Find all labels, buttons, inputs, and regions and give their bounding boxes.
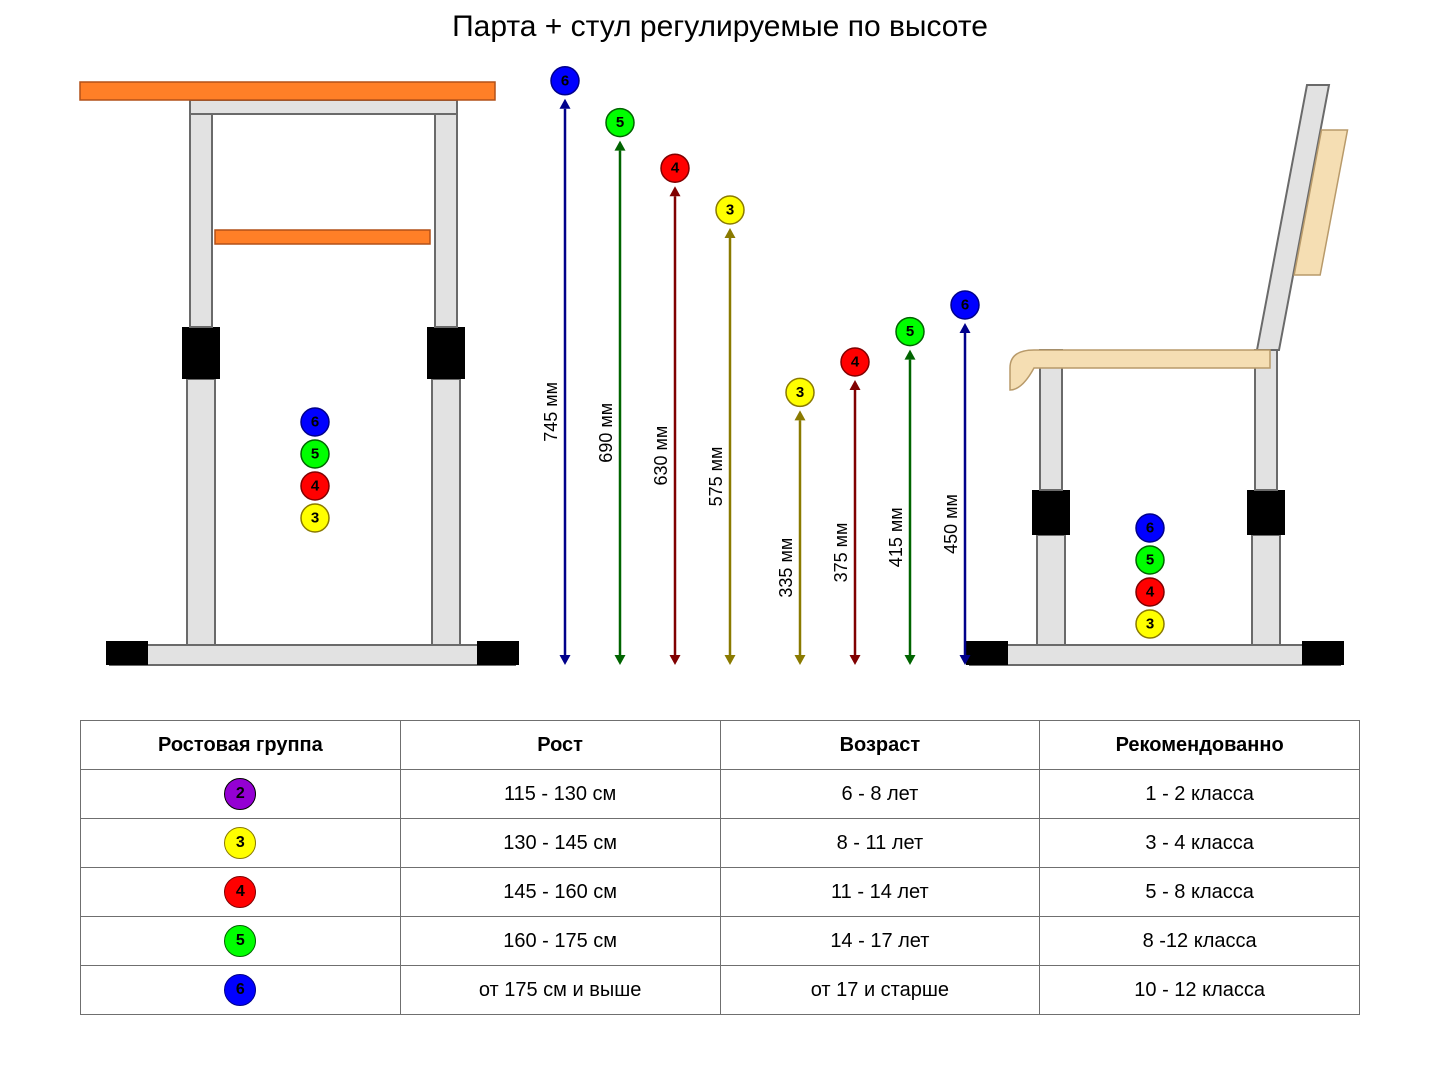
cell-rec: 3 - 4 класса xyxy=(1040,819,1360,868)
group-circle-2-icon: 2 xyxy=(224,778,256,810)
diagram-region: 6 5 4 3 6 5 4 3 6 745 мм 5 690 мм 4 630 мм 3 575 мм 3 335… xyxy=(60,50,1380,690)
cell-height: от 175 см и выше xyxy=(400,966,720,1015)
size-table-region: Ростовая группа Рост Возраст Рекомендова… xyxy=(80,720,1360,1015)
cell-group: 3 xyxy=(81,819,401,868)
svg-text:3: 3 xyxy=(311,510,319,527)
svg-text:4: 4 xyxy=(311,478,320,495)
svg-text:745 мм: 745 мм xyxy=(541,382,561,442)
table-row: 5 160 - 175 см14 - 17 лет8 -12 класса xyxy=(81,917,1360,966)
svg-text:5: 5 xyxy=(906,323,914,340)
svg-text:575 мм: 575 мм xyxy=(706,447,726,507)
chair-height-arrows: 3 335 мм 4 375 мм 5 415 мм 6 450 мм xyxy=(776,291,979,665)
svg-text:3: 3 xyxy=(1146,616,1154,633)
svg-text:6: 6 xyxy=(961,297,969,314)
table-row: 4 145 - 160 см11 - 14 лет5 - 8 класса xyxy=(81,868,1360,917)
desk-diagram: 6 5 4 3 xyxy=(80,82,519,665)
cell-group: 6 xyxy=(81,966,401,1015)
svg-text:6: 6 xyxy=(311,414,319,431)
diagram-svg: 6 5 4 3 6 5 4 3 6 745 мм 5 690 мм 4 630 мм 3 575 мм 3 335… xyxy=(60,50,1380,690)
cell-height: 160 - 175 см xyxy=(400,917,720,966)
cell-rec: 8 -12 класса xyxy=(1040,917,1360,966)
group-circle-3-icon: 3 xyxy=(224,827,256,859)
cell-rec: 5 - 8 класса xyxy=(1040,868,1360,917)
col-header-height: Рост xyxy=(400,721,720,770)
cell-height: 130 - 145 см xyxy=(400,819,720,868)
cell-height: 115 - 130 см xyxy=(400,770,720,819)
col-header-age: Возраст xyxy=(720,721,1040,770)
svg-text:3: 3 xyxy=(796,384,804,401)
desk-height-arrows: 6 745 мм 5 690 мм 4 630 мм 3 575 мм xyxy=(541,67,744,665)
cell-rec: 1 - 2 класса xyxy=(1040,770,1360,819)
cell-age: 8 - 11 лет xyxy=(720,819,1040,868)
svg-text:5: 5 xyxy=(1146,552,1154,569)
svg-text:6: 6 xyxy=(1146,520,1154,537)
svg-text:5: 5 xyxy=(616,114,624,131)
svg-text:4: 4 xyxy=(671,160,680,177)
svg-text:690 мм: 690 мм xyxy=(596,403,616,463)
svg-text:4: 4 xyxy=(1146,584,1155,601)
svg-text:630 мм: 630 мм xyxy=(651,426,671,486)
svg-text:6: 6 xyxy=(561,72,569,89)
svg-text:335 мм: 335 мм xyxy=(776,538,796,598)
svg-text:5: 5 xyxy=(311,446,319,463)
cell-group: 4 xyxy=(81,868,401,917)
cell-height: 145 - 160 см xyxy=(400,868,720,917)
cell-group: 5 xyxy=(81,917,401,966)
cell-rec: 10 - 12 класса xyxy=(1040,966,1360,1015)
cell-group: 2 xyxy=(81,770,401,819)
col-header-group: Ростовая группа xyxy=(81,721,401,770)
group-circle-5-icon: 5 xyxy=(224,925,256,957)
size-table: Ростовая группа Рост Возраст Рекомендова… xyxy=(80,720,1360,1015)
svg-text:450 мм: 450 мм xyxy=(941,494,961,554)
table-row: 6 от 175 см и вышеот 17 и старше10 - 12 к… xyxy=(81,966,1360,1015)
svg-text:415 мм: 415 мм xyxy=(886,507,906,567)
cell-age: 14 - 17 лет xyxy=(720,917,1040,966)
svg-text:3: 3 xyxy=(726,202,734,219)
table-row: 2 115 - 130 см6 - 8 лет1 - 2 класса xyxy=(81,770,1360,819)
table-row: 3 130 - 145 см8 - 11 лет3 - 4 класса xyxy=(81,819,1360,868)
table-body: 2 115 - 130 см6 - 8 лет1 - 2 класса 3 130 -… xyxy=(81,770,1360,1015)
col-header-rec: Рекомендованно xyxy=(1040,721,1360,770)
page-title: Парта + стул регулируемые по высоте xyxy=(0,10,1440,44)
cell-age: от 17 и старше xyxy=(720,966,1040,1015)
cell-age: 11 - 14 лет xyxy=(720,868,1040,917)
chair-diagram: 6 5 4 3 xyxy=(966,85,1348,665)
svg-text:4: 4 xyxy=(851,354,860,371)
svg-text:375 мм: 375 мм xyxy=(831,523,851,583)
group-circle-4-icon: 4 xyxy=(224,876,256,908)
cell-age: 6 - 8 лет xyxy=(720,770,1040,819)
table-header-row: Ростовая группа Рост Возраст Рекомендова… xyxy=(81,721,1360,770)
group-circle-6-icon: 6 xyxy=(224,974,256,1006)
